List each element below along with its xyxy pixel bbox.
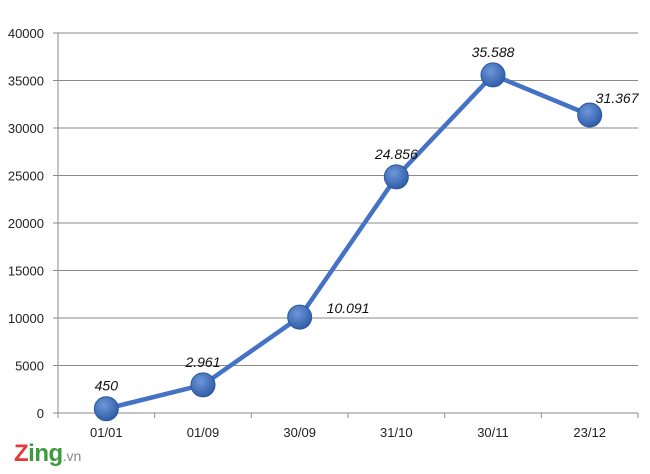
y-tick-label: 15000	[8, 264, 44, 279]
x-tick-label: 31/10	[380, 425, 413, 440]
data-point-marker	[93, 396, 119, 422]
series-markers	[93, 62, 603, 422]
data-label: 10.091	[327, 300, 370, 316]
series-line-path	[105, 72, 591, 411]
data-point-marker	[577, 102, 603, 128]
x-tick-label: 01/01	[90, 425, 123, 440]
data-label: 24.856	[374, 146, 418, 162]
x-tick-label: 23/12	[573, 425, 606, 440]
grid-lines	[58, 32, 638, 366]
data-label: 450	[95, 378, 119, 394]
axes	[53, 32, 639, 418]
zing-wordmark: Zing	[14, 440, 63, 467]
data-point-marker	[190, 372, 216, 398]
y-tick-label: 35000	[8, 74, 44, 89]
data-label: 31.367	[596, 90, 640, 106]
x-axis-tick-labels: 01/01 01/09 30/09 31/10 30/11 23/12	[90, 425, 606, 440]
zing-logo: Zing.vn	[14, 440, 81, 468]
x-tick-label: 30/09	[283, 425, 316, 440]
y-tick-label: 0	[37, 406, 44, 421]
data-labels: 450 2.961 10.091 24.856 35.588 31.367	[95, 44, 640, 394]
y-tick-label: 5000	[15, 359, 44, 374]
zing-domain-suffix: .vn	[62, 448, 82, 464]
series-line	[105, 72, 591, 411]
y-tick-label: 25000	[8, 169, 44, 184]
x-tick-label: 30/11	[477, 425, 509, 440]
x-tick-label: 01/09	[187, 425, 220, 440]
data-label: 35.588	[472, 44, 515, 60]
data-point-marker	[383, 164, 409, 190]
data-point-marker	[287, 304, 313, 330]
y-tick-label: 20000	[8, 216, 44, 231]
data-label: 2.961	[184, 354, 220, 370]
y-tick-label: 40000	[8, 26, 44, 41]
y-tick-label: 10000	[8, 311, 44, 326]
y-axis-tick-labels: 0 5000 10000 15000 20000 25000 30000 35000 40000	[8, 26, 44, 421]
y-tick-label: 30000	[8, 121, 44, 136]
data-point-marker	[480, 62, 506, 88]
